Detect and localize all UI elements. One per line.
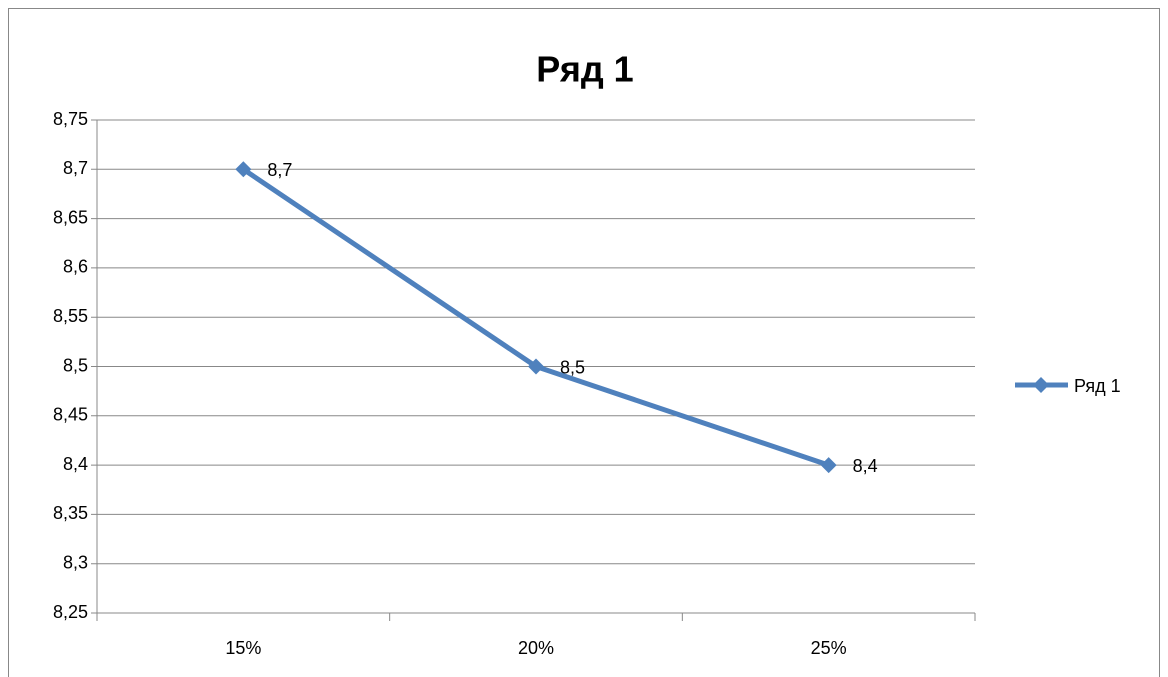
y-tick-label: 8,35 [53,503,88,523]
y-tick-label: 8,7 [63,158,88,178]
marker [235,161,252,178]
y-tick-label: 8,6 [63,257,88,277]
chart-title: Ряд 1 [536,49,633,90]
chart-frame [8,8,1160,677]
x-tick-label: 15% [225,638,261,658]
y-tick-label: 8,45 [53,405,88,425]
x-tick-label: 25% [811,638,847,658]
data-label: 8,5 [560,357,585,377]
y-tick-label: 8,25 [53,602,88,622]
data-label: 8,4 [853,456,878,476]
y-tick-label: 8,3 [63,552,88,572]
y-tick-label: 8,75 [53,109,88,129]
y-tick-label: 8,65 [53,207,88,227]
y-tick-label: 8,55 [53,306,88,326]
legend-label: Ряд 1 [1074,376,1121,396]
legend-marker [1033,377,1049,393]
y-tick-label: 8,4 [63,454,88,474]
data-label: 8,7 [267,160,292,180]
marker [820,457,837,474]
x-tick-label: 20% [518,638,554,658]
y-tick-label: 8,5 [63,355,88,375]
marker [528,358,544,375]
